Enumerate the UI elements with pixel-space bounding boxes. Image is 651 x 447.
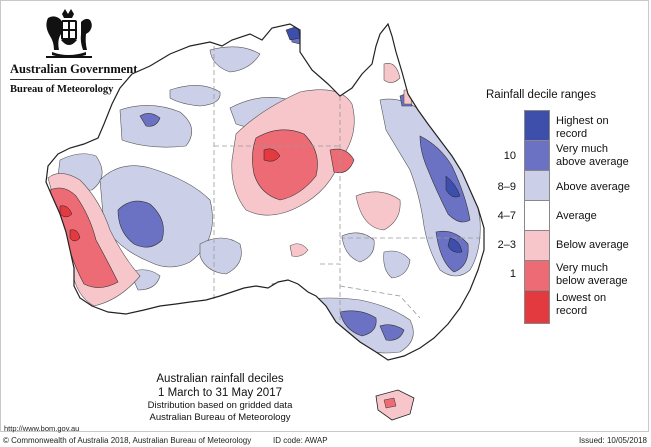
logo-divider	[10, 79, 122, 80]
legend-label-above: Above average	[556, 181, 630, 193]
government-name: Australian Government	[10, 62, 138, 76]
legend-title: Rainfall decile ranges	[486, 89, 596, 101]
legend-swatch-below	[524, 230, 550, 264]
highest-on-record-regions	[285, 25, 463, 253]
copyright-text: © Commonwealth of Australia 2018, Austra…	[3, 436, 252, 445]
legend-label-very-much-above: Very much above average	[556, 143, 629, 168]
website-url: http://www.bom.gov.au	[4, 424, 80, 433]
caption-title: Australian rainfall deciles	[156, 373, 284, 385]
legend-decile-8-9: 8–9	[497, 181, 516, 193]
caption-period: 1 March to 31 May 2017	[157, 387, 282, 399]
legend-decile-10: 10	[503, 150, 516, 162]
map-frame	[0, 0, 649, 432]
australia-coastline	[45, 22, 485, 361]
legend-swatch-very-much-above	[524, 140, 550, 174]
lowest-on-record-regions	[59, 148, 281, 242]
legend-label-very-much-below: Very much below average	[556, 262, 628, 287]
legend-swatch-highest	[524, 110, 550, 144]
legend-swatch-average	[524, 200, 550, 234]
footer: © Commonwealth of Australia 2018, Austra…	[0, 434, 651, 447]
legend-swatch-very-much-below	[524, 260, 550, 294]
coat-of-arms-icon	[46, 9, 92, 58]
tasmania	[375, 389, 415, 421]
legend-decile-4-7: 4–7	[497, 210, 516, 222]
legend-swatch-above	[524, 170, 550, 204]
map-caption: Australian rainfall deciles 1 March to 3…	[125, 372, 315, 424]
legend-swatch-lowest	[524, 290, 550, 324]
caption-distribution: Distribution based on gridded data	[147, 400, 293, 411]
state-borders	[213, 46, 484, 320]
legend-label-lowest: Lowest on record	[556, 292, 607, 317]
issued-date: Issued: 10/05/2018	[578, 436, 647, 445]
legend-label-below: Below average	[556, 239, 629, 251]
legend-label-average: Average	[556, 210, 597, 222]
very-much-above-average-regions	[117, 27, 471, 341]
rainfall-decile-map	[45, 22, 485, 421]
legend-decile-1: 1	[509, 268, 516, 280]
id-code: ID code: AWAP	[273, 436, 328, 445]
bureau-name: Bureau of Meteorology	[10, 84, 114, 95]
caption-bureau: Australian Bureau of Meteorology	[149, 412, 291, 423]
legend-decile-2-3: 2–3	[497, 239, 516, 251]
legend-label-highest: Highest on record	[556, 115, 609, 140]
